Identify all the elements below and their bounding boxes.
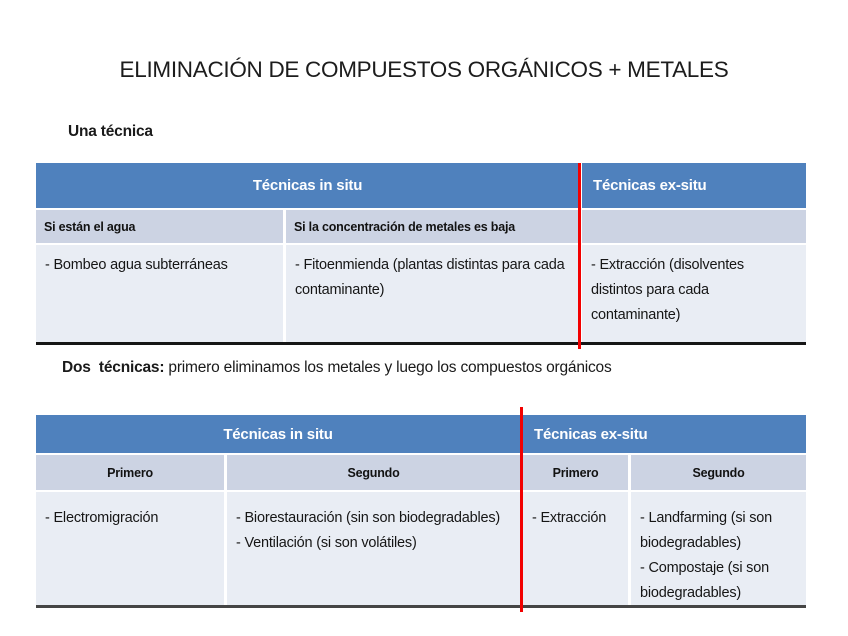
section-two-label-bold: Dos técnicas:: [62, 359, 165, 376]
table-two-subheader-primero-exsitu: Primero: [523, 455, 628, 490]
table-one-cell-extraccion: - Extracción (disolventes distintos para…: [582, 245, 806, 342]
table-two-cell-electromigracion: - Electromigración: [36, 492, 224, 605]
table-one-header-exsitu: Técnicas ex-situ: [582, 163, 806, 208]
table-one-subheader-agua: Si están el agua: [36, 210, 283, 243]
section-two-label-rest: primero eliminamos los metales y luego l…: [164, 359, 612, 376]
biorestauracion-item: - Biorestauración (sin son biodegradable…: [236, 510, 501, 526]
table-one-cell-fitoenmienda: - Fitoenmienda (plantas distintas para c…: [286, 245, 579, 342]
landfarming-item: - Landfarming (si son biodegradables): [640, 510, 772, 551]
table-two-cell-extraccion: - Extracción: [523, 492, 628, 605]
table-two-subheader-segundo-insitu: Segundo: [227, 455, 520, 490]
table-one-cell-bombeo: - Bombeo agua subterráneas: [36, 245, 283, 342]
slide-title: ELIMINACIÓN DE COMPUESTOS ORGÁNICOS + ME…: [119, 57, 729, 82]
table-two-subheader-segundo-exsitu: Segundo: [631, 455, 806, 490]
table-two-insitu-exsitu-divider: [520, 407, 523, 612]
table-two-cell-biorestauracion-ventilacion: - Biorestauración (sin son biodegradable…: [227, 492, 520, 605]
table-two: Técnicas in situ Técnicas ex-situ Primer…: [36, 415, 806, 608]
section-one-label: Una técnica: [68, 123, 153, 140]
table-two-subheader-primero-insitu: Primero: [36, 455, 224, 490]
table-one-subheader-concentracion: Si la concentración de metales es baja: [286, 210, 579, 243]
table-one-subheader-empty: [582, 210, 806, 243]
table-one-insitu-exsitu-divider: [578, 163, 581, 349]
compostaje-item: - Compostaje (si son biodegradables): [640, 560, 769, 601]
table-one: Técnicas in situ Técnicas ex-situ Si est…: [36, 163, 806, 345]
table-two-cell-landfarming-compostaje: - Landfarming (si son biodegradables) - …: [631, 492, 806, 605]
table-two-header-insitu: Técnicas in situ: [36, 415, 520, 453]
section-two-label: Dos técnicas: primero eliminamos los met…: [62, 359, 612, 377]
table-one-header-insitu: Técnicas in situ: [36, 163, 579, 208]
ventilacion-item: - Ventilación (si son volátiles): [236, 535, 417, 551]
table-two-header-exsitu: Técnicas ex-situ: [523, 415, 806, 453]
